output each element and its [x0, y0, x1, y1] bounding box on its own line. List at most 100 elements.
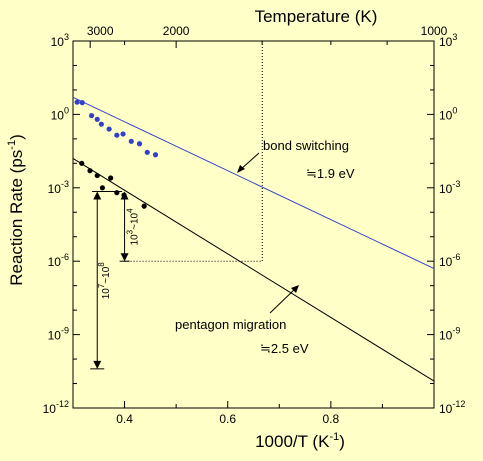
- data-point-0: [144, 149, 150, 155]
- top-tick-label: 3000: [87, 24, 114, 38]
- y-tick-label-right: 10-3: [439, 179, 460, 196]
- pentagon-migration-energy: ≒2.5 eV: [260, 341, 309, 356]
- range-small-label: 103~104: [126, 208, 141, 246]
- y-tick-label-left: 10-6: [48, 252, 69, 269]
- data-point-0: [120, 131, 126, 137]
- pentagon-arrow-head: [291, 285, 299, 293]
- range-big-label-sup1: 7: [97, 283, 106, 288]
- y-tick-label-left: 103: [51, 32, 69, 49]
- y-tick-label-left-base: 10: [48, 329, 62, 343]
- range-small-label-sup2: 4: [126, 208, 135, 213]
- y-tick-label-right-sup: 0: [452, 105, 457, 115]
- y-tick-label-left: 10-3: [48, 179, 69, 196]
- y-tick-label-right-sup: -6: [452, 252, 460, 262]
- range-small-label-base: 10: [130, 234, 141, 246]
- y-tick-label-left-base: 10: [51, 108, 65, 122]
- bond-switching-label: bond switching: [263, 138, 349, 153]
- y-tick-label-right-base: 10: [439, 35, 453, 49]
- range-big-label-base: 10: [101, 288, 112, 300]
- y-tick-label-left-base: 10: [48, 182, 62, 196]
- x-axis-title: 1000/T (K-1): [255, 431, 345, 451]
- y-tick-label-left-sup: -3: [61, 179, 69, 189]
- bond-switching-energy: ≒1.9 eV: [306, 166, 355, 181]
- y-tick-label-right: 10-6: [439, 252, 460, 269]
- y-tick-label-right-sup: -12: [452, 399, 465, 409]
- data-point-1: [108, 175, 114, 181]
- data-point-0: [98, 121, 104, 127]
- y-tick-label-left-sup: -9: [61, 326, 69, 336]
- range-big-label-sup2: 8: [97, 262, 106, 267]
- plot-area: [72, 40, 435, 409]
- y-tick-label-left: 10-9: [48, 326, 69, 343]
- range-big-arrow-head-down: [93, 360, 102, 369]
- y-tick-label-left-sup: -6: [61, 252, 69, 262]
- y-axis-title-text: Reaction Rate (ps: [7, 150, 26, 286]
- y-tick-label-right-sup: 3: [452, 32, 457, 42]
- y-axis-title: Reaction Rate (ps-1): [6, 134, 26, 286]
- x-tick-label: 0.8: [323, 412, 340, 426]
- data-point-0: [152, 152, 159, 158]
- x-axis-title-sup: -1: [329, 431, 339, 443]
- x-axis-title-end: ): [339, 432, 345, 451]
- y-axis-title-end: ): [7, 134, 26, 140]
- range-big-label: 107~108: [97, 262, 112, 300]
- data-point-0: [136, 141, 143, 147]
- bond-arrow-line: [239, 152, 260, 171]
- x-axis-title-text: 1000/T (K: [255, 432, 330, 451]
- y-tick-label-left-base: 10: [43, 402, 57, 416]
- y-tick-label-left: 10-12: [43, 399, 69, 416]
- annotations: bond switching ≒1.9 eV pentagon migration ≒…: [90, 138, 355, 370]
- x-tick-label: 0.4: [116, 412, 133, 426]
- y-tick-label-left-base: 10: [48, 255, 62, 269]
- range-small-label-sup1: 3: [126, 229, 135, 234]
- y-tick-label-right: 10-9: [439, 326, 460, 343]
- y-tick-label-right-base: 10: [439, 108, 453, 122]
- data-point-1: [141, 203, 147, 209]
- range-small-arrow-head-up: [120, 191, 129, 200]
- y-tick-label-right-base: 10: [439, 329, 453, 343]
- y-tick-label-left-sup: 3: [64, 32, 69, 42]
- data-point-1: [99, 185, 105, 191]
- y-tick-label-right-sup: -3: [452, 179, 460, 189]
- range-small-label-mid: ~10: [130, 212, 141, 229]
- top-tick-label: 2000: [163, 24, 190, 38]
- data-points: [74, 99, 159, 209]
- y-tick-label-right-base: 10: [439, 182, 453, 196]
- y-tick-label-right-base: 10: [439, 255, 453, 269]
- y-tick-label-right-base: 10: [439, 402, 453, 416]
- data-point-0: [88, 113, 95, 119]
- y-axis-title-sup: -1: [6, 140, 18, 150]
- data-point-0: [106, 126, 112, 132]
- data-point-1: [94, 172, 100, 179]
- range-big-arrow-head-up: [93, 191, 102, 200]
- y-tick-label-left-sup: -12: [56, 399, 69, 409]
- bond-arrow-head: [237, 165, 245, 173]
- data-point-0: [79, 100, 85, 106]
- x-tick-label: 0.6: [219, 412, 236, 426]
- data-point-1: [87, 168, 93, 174]
- data-point-0: [74, 99, 80, 105]
- y-tick-label-left-sup: 0: [64, 105, 69, 115]
- y-tick-label-left-base: 10: [51, 35, 65, 49]
- data-point-1: [114, 190, 120, 196]
- data-point-0: [128, 138, 134, 144]
- fit-line-1: [72, 158, 435, 382]
- top-axis-title: Temperature (K): [255, 7, 378, 26]
- y-tick-label-right: 100: [439, 105, 457, 122]
- y-tick-label-left: 100: [51, 105, 69, 122]
- pentagon-arrow-line: [269, 287, 297, 314]
- data-point-0: [94, 116, 100, 122]
- pentagon-migration-label: pentagon migration: [175, 317, 286, 332]
- range-small-arrow-head-down: [120, 253, 129, 262]
- y-tick-label-right-sup: -9: [452, 326, 460, 336]
- y-tick-label-right: 103: [439, 32, 457, 49]
- data-point-1: [79, 160, 85, 166]
- fit-lines: [72, 96, 435, 382]
- top-tick-label: 1000: [421, 24, 448, 38]
- data-point-0: [114, 132, 120, 138]
- range-big-label-mid: ~10: [101, 266, 112, 283]
- fit-line-0: [72, 96, 435, 269]
- y-tick-label-right: 10-12: [439, 399, 465, 416]
